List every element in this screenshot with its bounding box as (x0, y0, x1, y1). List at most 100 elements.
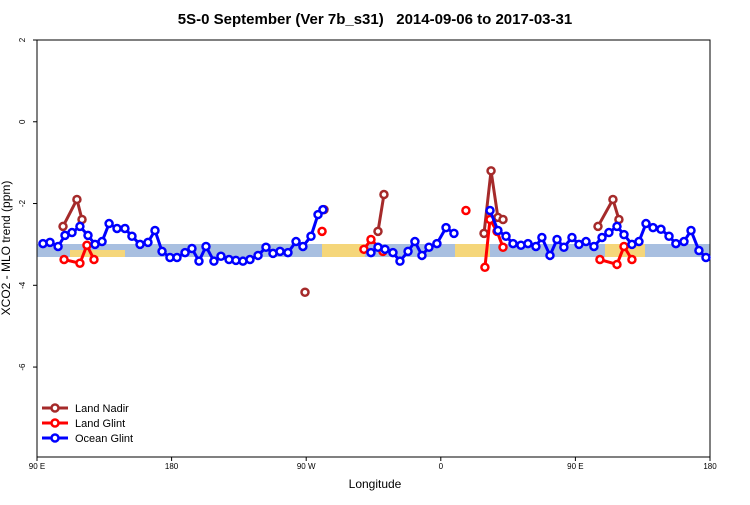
data-point (388, 247, 398, 258)
data-point (449, 228, 459, 239)
legend-item: Land Glint (42, 418, 125, 430)
data-point (612, 259, 622, 270)
legend-marker (50, 418, 60, 428)
series-line (61, 170, 621, 234)
data-point (143, 237, 153, 248)
data-point (127, 231, 137, 241)
x-tick-label: 90 E (567, 462, 583, 471)
data-point (89, 254, 99, 265)
data-point (75, 221, 85, 232)
data-point (523, 238, 533, 249)
data-point (53, 241, 63, 252)
legend-marker (50, 433, 60, 443)
data-point (671, 238, 681, 249)
data-point (552, 234, 562, 245)
x-tick-label: 0 (439, 462, 444, 471)
data-point (379, 189, 389, 200)
y-tick-label: -6 (18, 363, 27, 371)
data-point (373, 226, 383, 237)
land-band (322, 244, 365, 257)
data-point (634, 236, 644, 247)
data-point (545, 250, 555, 261)
data-point (59, 254, 69, 265)
data-point (366, 234, 376, 245)
y-tick-label: 2 (18, 37, 27, 42)
data-point (201, 241, 211, 252)
data-point (679, 236, 689, 247)
data-point (359, 244, 369, 255)
data-point (135, 239, 145, 250)
data-point (298, 241, 308, 252)
data-point (172, 252, 182, 263)
y-axis-label: XCO2 - MLO trend (ppm) (0, 181, 13, 316)
legend-label: Land Nadir (75, 403, 129, 415)
data-point (627, 254, 637, 265)
data-point (417, 250, 427, 261)
data-point (97, 236, 107, 247)
data-point (283, 247, 293, 258)
data-point (112, 223, 122, 234)
data-point (245, 254, 255, 265)
data-point (216, 251, 226, 262)
y-tick-label: 0 (18, 119, 27, 124)
data-point (493, 225, 503, 236)
data-point (694, 245, 704, 256)
data-point (275, 246, 285, 257)
data-point (261, 242, 271, 253)
data-point (480, 262, 490, 273)
data-point (253, 250, 263, 261)
legend-label: Ocean Glint (75, 433, 133, 445)
data-point (104, 218, 114, 229)
legend-item: Land Nadir (42, 403, 129, 415)
y-tick-label: -4 (18, 281, 27, 289)
data-point (619, 229, 629, 240)
data-point (593, 221, 603, 232)
data-point (531, 241, 541, 252)
data-point (300, 287, 310, 297)
data-point (366, 247, 376, 258)
data-point (441, 222, 451, 233)
data-point (317, 226, 327, 237)
data-point (209, 256, 219, 266)
data-point (664, 231, 674, 241)
y-tick-label: -2 (18, 199, 27, 207)
data-point (485, 205, 495, 216)
land-band (455, 244, 490, 257)
data-point (120, 223, 130, 234)
legend-label: Land Glint (75, 418, 125, 430)
x-tick-label: 90 E (29, 462, 45, 471)
data-point (686, 225, 696, 236)
data-point (581, 236, 591, 247)
data-point (150, 225, 160, 236)
data-point (595, 254, 605, 265)
x-tick-label: 180 (165, 462, 179, 471)
x-axis-label: Longitude (349, 477, 402, 491)
land-band (70, 250, 125, 257)
data-point (597, 232, 607, 243)
data-point (619, 241, 629, 252)
data-point (72, 194, 82, 205)
data-point (395, 256, 405, 266)
data-point (701, 252, 711, 263)
legend-item: Ocean Glint (42, 433, 133, 445)
data-point (612, 221, 622, 232)
data-point (380, 244, 390, 255)
data-point (656, 224, 666, 235)
data-point (180, 247, 190, 258)
data-point (403, 246, 413, 257)
data-point (648, 222, 658, 233)
data-point (410, 236, 420, 247)
data-point (82, 240, 92, 250)
x-tick-label: 180 (703, 462, 717, 471)
data-point (508, 238, 518, 249)
data-point (567, 232, 577, 243)
data-point (157, 246, 167, 257)
data-point (559, 242, 569, 253)
data-point (486, 166, 496, 176)
data-point (537, 232, 547, 243)
legend-marker (50, 403, 60, 413)
data-point (58, 221, 68, 232)
data-point (641, 218, 651, 229)
